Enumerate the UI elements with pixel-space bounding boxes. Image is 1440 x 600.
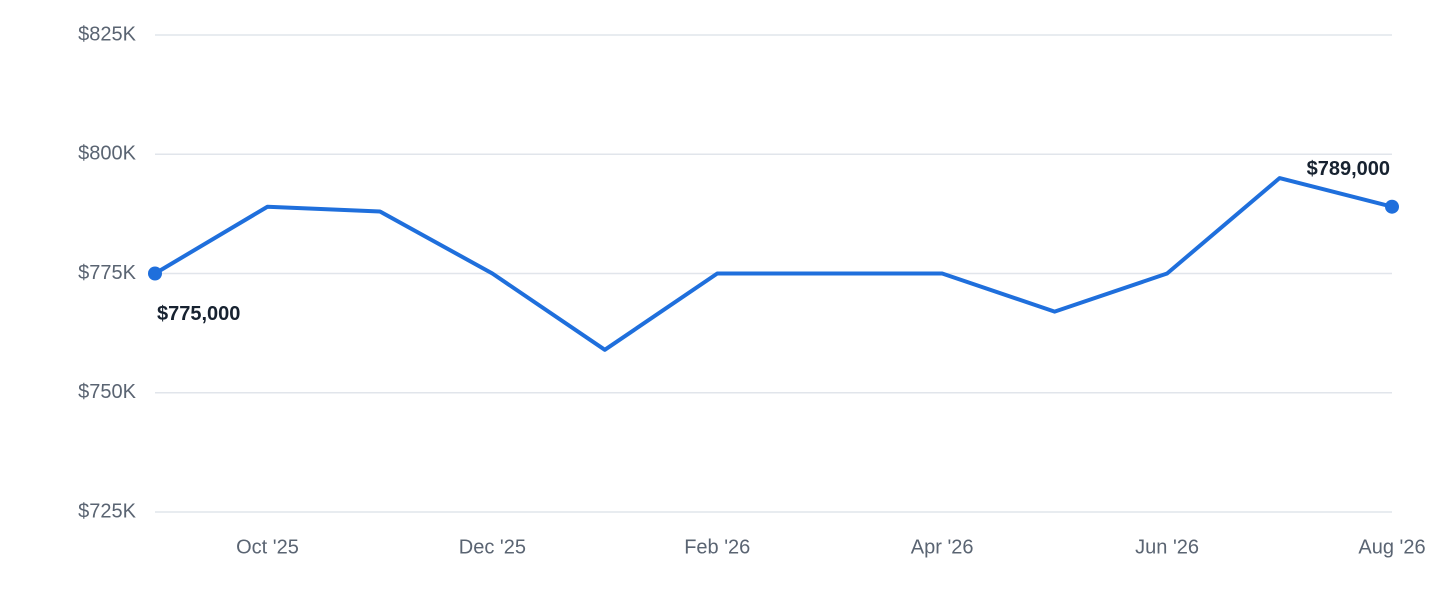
y-tick-label: $750K — [78, 381, 136, 403]
y-tick-label: $825K — [78, 23, 136, 45]
x-tick-label: Jun '26 — [1135, 536, 1199, 558]
series-line — [153, 176, 1393, 352]
x-tick-label: Aug '26 — [1358, 536, 1425, 558]
y-tick-label: $725K — [78, 500, 136, 522]
point — [148, 266, 162, 281]
data-label: $789,000 — [1307, 158, 1390, 180]
x-tick-label: Feb '26 — [684, 536, 750, 558]
x-tick-label: Dec '25 — [459, 536, 526, 558]
x-tick-label: Apr '26 — [911, 536, 974, 558]
data-label: $775,000 — [157, 303, 240, 325]
y-tick-label: $800K — [78, 143, 136, 165]
x-tick-label: Oct '25 — [236, 536, 299, 558]
point — [1385, 199, 1399, 214]
y-tick-label: $775K — [78, 262, 136, 284]
